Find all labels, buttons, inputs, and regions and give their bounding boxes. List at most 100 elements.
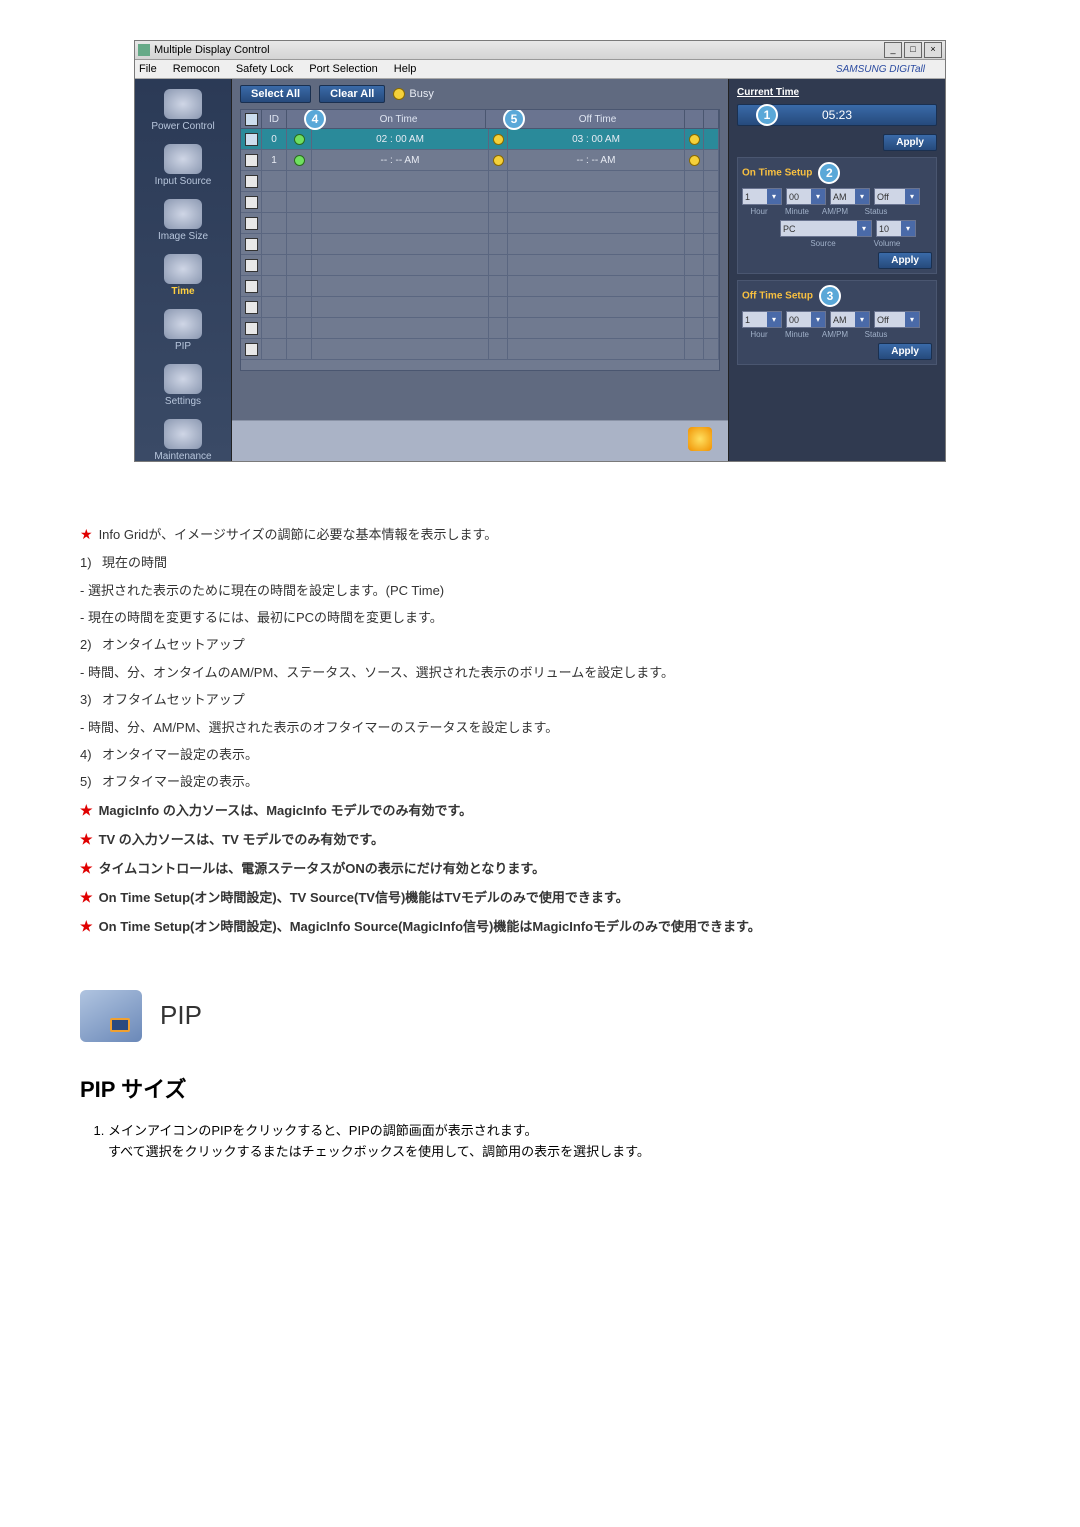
table-row[interactable] bbox=[241, 213, 719, 234]
row-checkbox[interactable] bbox=[245, 217, 258, 230]
off-time-setup-label: Off Time Setup bbox=[742, 291, 813, 302]
table-row[interactable] bbox=[241, 255, 719, 276]
table-row[interactable] bbox=[241, 192, 719, 213]
star-icon: ★ bbox=[80, 831, 93, 847]
note-text: オンタイマー設定の表示。 bbox=[102, 747, 258, 762]
note-text: オンタイムセットアップ bbox=[102, 637, 245, 652]
table-row[interactable]: 1-- : -- AM-- : -- AM bbox=[241, 150, 719, 171]
sidebar-label: Settings bbox=[165, 396, 201, 407]
table-row[interactable] bbox=[241, 234, 719, 255]
note-text: On Time Setup(オン時間設定)、MagicInfo Source(M… bbox=[99, 919, 761, 934]
window-title: Multiple Display Control bbox=[154, 44, 270, 56]
menu-safetylock[interactable]: Safety Lock bbox=[236, 63, 293, 75]
sidebar-item-maintenance[interactable]: Maintenance bbox=[135, 419, 231, 462]
table-row[interactable] bbox=[241, 276, 719, 297]
on-status-field[interactable]: Off▾ bbox=[874, 188, 920, 205]
current-time-label: Current Time bbox=[737, 87, 937, 98]
on-volume-field[interactable]: 10▾ bbox=[876, 220, 916, 237]
menu-help[interactable]: Help bbox=[394, 63, 417, 75]
table-row[interactable]: 002 : 00 AM03 : 00 AM bbox=[241, 129, 719, 150]
maximize-button[interactable]: □ bbox=[904, 42, 922, 58]
header-checkbox[interactable] bbox=[245, 113, 258, 126]
apply-button-current[interactable]: Apply bbox=[883, 134, 937, 151]
right-panel: Current Time 1 05:23 Apply On Time Setup… bbox=[729, 79, 945, 461]
sidebar-label: PIP bbox=[175, 341, 191, 352]
on-source-field[interactable]: PC▾ bbox=[780, 220, 872, 237]
ampm-label: AM/PM bbox=[818, 207, 852, 216]
row-checkbox[interactable] bbox=[245, 280, 258, 293]
pip-section-header: PIP bbox=[80, 990, 1000, 1042]
sidebar-label: Maintenance bbox=[154, 451, 211, 462]
note-text: MagicInfo の入力ソースは、MagicInfo モデルでのみ有効です。 bbox=[99, 803, 473, 818]
badge-5: 5 bbox=[503, 109, 525, 130]
sidebar: Power Control Input Source Image Size Ti… bbox=[135, 79, 231, 461]
row-checkbox[interactable] bbox=[245, 154, 258, 167]
close-button[interactable]: × bbox=[924, 42, 942, 58]
table-row[interactable] bbox=[241, 339, 719, 360]
sidebar-label: Input Source bbox=[155, 176, 212, 187]
notes-section: ★Info Gridが、イメージサイズの調節に必要な基本情報を表示します。 1)… bbox=[80, 522, 1000, 940]
col-id: ID bbox=[262, 110, 287, 128]
star-icon: ★ bbox=[80, 802, 93, 818]
note-text: Info Gridが、イメージサイズの調節に必要な基本情報を表示します。 bbox=[99, 527, 498, 542]
busy-label: Busy bbox=[409, 88, 433, 100]
on-time-setup-label: On Time Setup bbox=[742, 168, 812, 179]
sidebar-label: Power Control bbox=[151, 121, 214, 132]
off-hour-field[interactable]: 1▾ bbox=[742, 311, 782, 328]
badge-1: 1 bbox=[756, 104, 778, 126]
apply-button-off[interactable]: Apply bbox=[878, 343, 932, 360]
sidebar-label: Image Size bbox=[158, 231, 208, 242]
row-checkbox[interactable] bbox=[245, 322, 258, 335]
table-row[interactable] bbox=[241, 297, 719, 318]
info-grid: ID 4 On Time 5 Off Time bbox=[240, 109, 720, 371]
sidebar-item-settings[interactable]: Settings bbox=[135, 364, 231, 407]
sidebar-item-imagesize[interactable]: Image Size bbox=[135, 199, 231, 242]
star-icon: ★ bbox=[80, 860, 93, 876]
screenshot-window: Multiple Display Control _ □ × File Remo… bbox=[134, 40, 946, 462]
on-ampm-field[interactable]: AM▾ bbox=[830, 188, 870, 205]
settings-icon bbox=[164, 364, 202, 394]
table-row[interactable] bbox=[241, 318, 719, 339]
minimize-button[interactable]: _ bbox=[884, 42, 902, 58]
pip-step-1: メインアイコンのPIPをクリックすると、PIPの調節画面が表示されます。 bbox=[108, 1120, 1000, 1139]
select-all-button[interactable]: Select All bbox=[240, 85, 311, 103]
imagesize-icon bbox=[164, 199, 202, 229]
current-time-field: 1 05:23 bbox=[737, 104, 937, 126]
menu-remocon[interactable]: Remocon bbox=[173, 63, 220, 75]
row-checkbox[interactable] bbox=[245, 343, 258, 356]
sidebar-item-input[interactable]: Input Source bbox=[135, 144, 231, 187]
sidebar-item-power[interactable]: Power Control bbox=[135, 89, 231, 132]
badge-4: 4 bbox=[304, 109, 326, 130]
on-minute-field[interactable]: 00▾ bbox=[786, 188, 826, 205]
off-status-field[interactable]: Off▾ bbox=[874, 311, 920, 328]
off-ampm-field[interactable]: AM▾ bbox=[830, 311, 870, 328]
row-checkbox[interactable] bbox=[245, 259, 258, 272]
note-text: - 時間、分、オンタイムのAM/PM、ステータス、ソース、選択された表示のボリュ… bbox=[80, 665, 674, 680]
clear-all-button[interactable]: Clear All bbox=[319, 85, 385, 103]
hour-label: Hour bbox=[742, 207, 776, 216]
row-checkbox[interactable] bbox=[245, 196, 258, 209]
table-row[interactable] bbox=[241, 171, 719, 192]
input-icon bbox=[164, 144, 202, 174]
sidebar-item-time[interactable]: Time bbox=[135, 254, 231, 297]
warning-icon bbox=[688, 427, 712, 451]
note-text: - 現在の時間を変更するには、最初にPCの時間を変更します。 bbox=[80, 610, 443, 625]
ampm-label: AM/PM bbox=[818, 330, 852, 339]
menu-file[interactable]: File bbox=[139, 63, 157, 75]
on-hour-field[interactable]: 1▾ bbox=[742, 188, 782, 205]
note-text: 現在の時間 bbox=[102, 555, 167, 570]
status-label: Status bbox=[856, 330, 896, 339]
col-ontime: On Time bbox=[380, 114, 418, 125]
badge-2: 2 bbox=[818, 162, 840, 184]
row-checkbox[interactable] bbox=[245, 238, 258, 251]
row-checkbox[interactable] bbox=[245, 175, 258, 188]
note-text: TV の入力ソースは、TV モデルでのみ有効です。 bbox=[99, 832, 385, 847]
row-checkbox[interactable] bbox=[245, 133, 258, 146]
row-checkbox[interactable] bbox=[245, 301, 258, 314]
menu-portselection[interactable]: Port Selection bbox=[309, 63, 377, 75]
hour-label: Hour bbox=[742, 330, 776, 339]
off-minute-field[interactable]: 00▾ bbox=[786, 311, 826, 328]
apply-button-on[interactable]: Apply bbox=[878, 252, 932, 269]
sidebar-item-pip[interactable]: PIP bbox=[135, 309, 231, 352]
note-text: - 選択された表示のために現在の時間を設定します。(PC Time) bbox=[80, 583, 444, 598]
